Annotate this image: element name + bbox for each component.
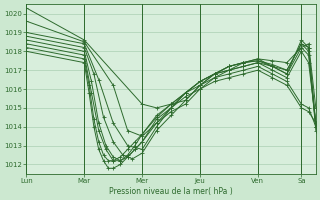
X-axis label: Pression niveau de la mer( hPa ): Pression niveau de la mer( hPa ) <box>109 187 233 196</box>
